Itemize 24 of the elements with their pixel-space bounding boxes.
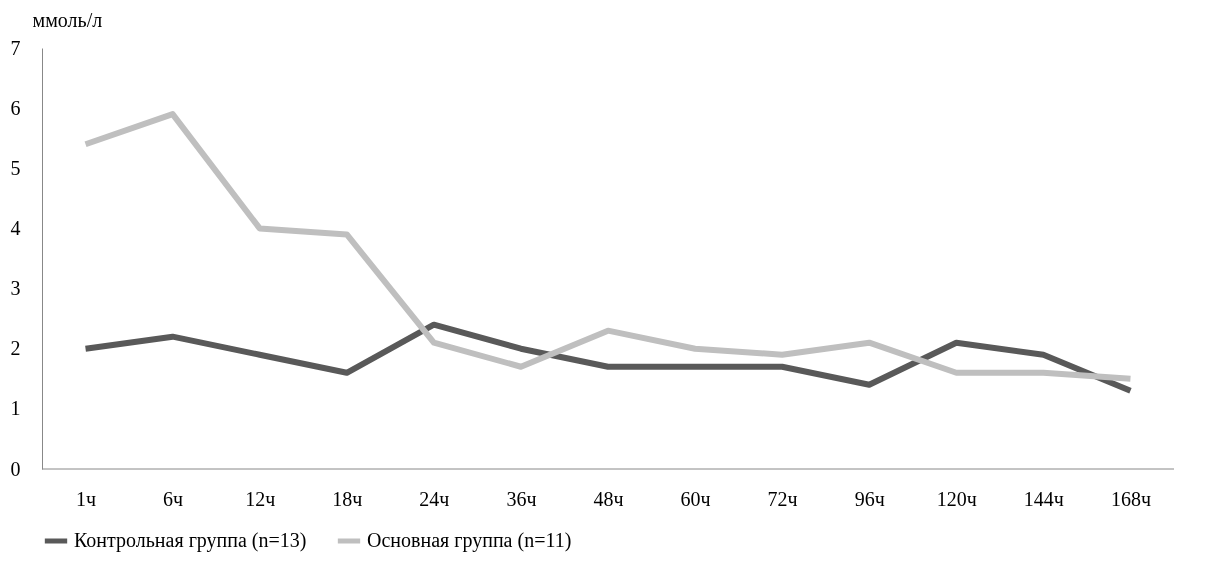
x-tick-label: 1ч (76, 487, 97, 510)
y-tick-label: 3 (10, 277, 21, 300)
y-tick-label: 0 (10, 457, 21, 480)
x-tick-label: 24ч (419, 487, 450, 510)
x-tick-label: 18ч (332, 487, 363, 510)
y-tick-label: 2 (10, 337, 21, 360)
x-tick-label: 12ч (245, 487, 276, 510)
legend-label: Контрольная группа (n=13) (74, 529, 307, 552)
y-tick-label: 4 (10, 216, 21, 239)
y-tick-label: 5 (10, 156, 21, 179)
x-tick-label: 120ч (936, 487, 977, 510)
y-tick-label: 6 (10, 96, 21, 119)
x-tick-label: 48ч (593, 487, 624, 510)
y-tick-label: 1 (10, 397, 21, 420)
y-axis-title: ммоль/л (32, 8, 103, 31)
x-tick-label: 144ч (1023, 487, 1064, 510)
x-tick-label: 6ч (163, 487, 184, 510)
y-tick-label: 7 (10, 36, 21, 59)
legend-label: Основная группа (n=11) (367, 529, 572, 552)
x-tick-label: 60ч (680, 487, 711, 510)
x-tick-label: 168ч (1110, 487, 1151, 510)
x-tick-label: 36ч (506, 487, 537, 510)
x-tick-label: 96ч (854, 487, 885, 510)
x-tick-label: 72ч (767, 487, 798, 510)
